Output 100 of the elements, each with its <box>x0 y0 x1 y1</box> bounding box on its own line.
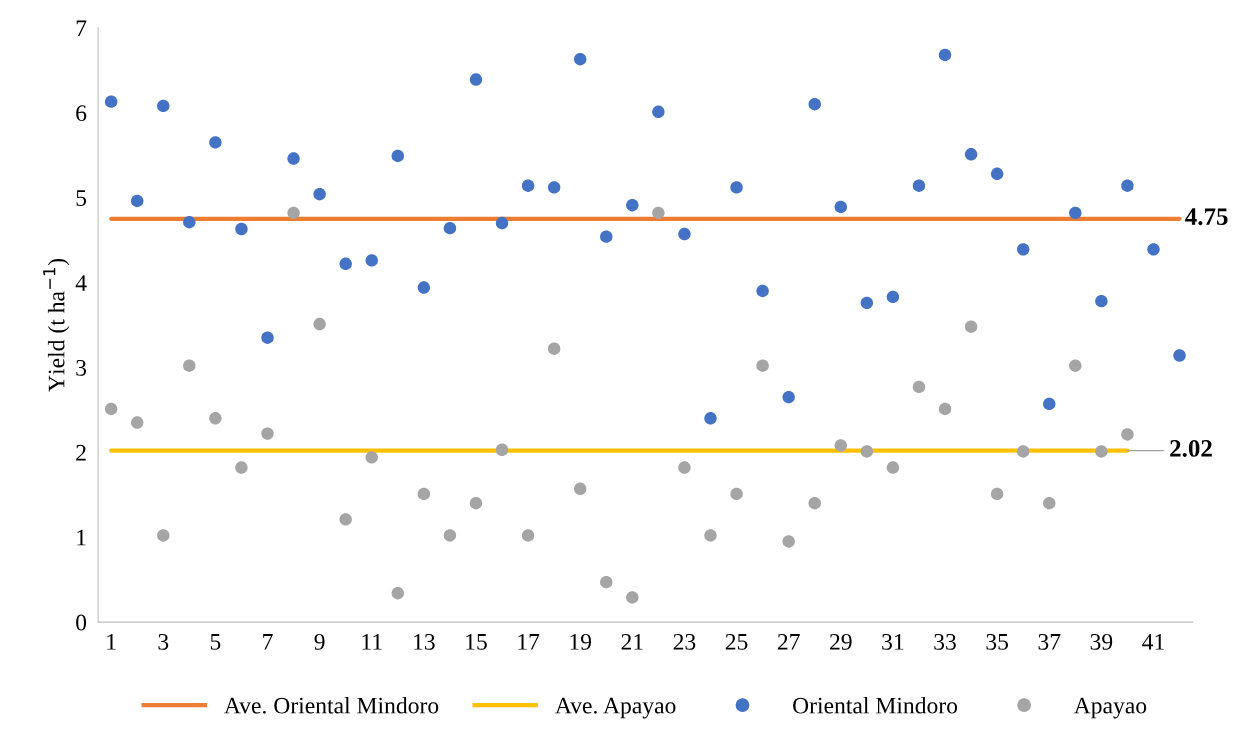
x-tick-label: 21 <box>621 633 643 650</box>
x-tick-label: 41 <box>1142 633 1164 650</box>
point <box>626 591 639 604</box>
point <box>938 48 952 62</box>
x-tick-label: 17 <box>518 633 540 650</box>
point <box>964 148 978 161</box>
x-tick-label: 23 <box>673 633 696 650</box>
point <box>886 290 900 304</box>
x-tick-label: 35 <box>986 633 1009 650</box>
x-tick-label: 29 <box>830 633 852 650</box>
point <box>626 199 639 212</box>
point <box>1147 243 1160 256</box>
x-tick-label: 7 <box>263 634 273 650</box>
point <box>469 497 483 510</box>
point <box>131 194 144 208</box>
x-tick-label: 5 <box>210 634 221 650</box>
point <box>652 206 665 220</box>
point <box>287 152 300 165</box>
legend-label: Oriental Mindoro <box>793 696 958 714</box>
x-tick-label: 9 <box>314 633 325 650</box>
point <box>521 179 535 192</box>
x-tick-label: 31 <box>882 633 904 650</box>
x-tick-label: 37 <box>1038 633 1061 650</box>
x-tick-label: 13 <box>414 633 435 650</box>
point <box>834 200 847 214</box>
point <box>1043 497 1056 510</box>
annotation: 4.75 <box>1185 208 1228 226</box>
x-tick-label: 3 <box>158 633 169 650</box>
annotation: 2.02 <box>1170 439 1212 457</box>
point <box>1069 206 1082 220</box>
point <box>1121 179 1134 192</box>
x-tick-label: 39 <box>1090 633 1113 650</box>
point <box>1095 445 1108 458</box>
point <box>313 187 326 201</box>
point <box>183 215 196 229</box>
point <box>990 167 1004 181</box>
point <box>104 402 118 416</box>
point <box>938 402 952 416</box>
y-tick-label: 7 <box>76 20 87 36</box>
point <box>964 320 978 333</box>
point <box>782 535 795 548</box>
point <box>1121 428 1134 441</box>
y-tick-label: 4 <box>75 275 87 291</box>
point <box>1016 243 1030 256</box>
point <box>157 529 170 542</box>
x-tick-label: 15 <box>466 633 487 650</box>
point <box>131 416 144 429</box>
x-tick-label: 27 <box>777 633 800 650</box>
point <box>1173 349 1186 362</box>
point <box>469 73 483 86</box>
point <box>261 331 274 344</box>
point <box>756 284 769 298</box>
point <box>730 487 743 501</box>
point <box>756 359 769 372</box>
point <box>730 181 743 194</box>
legend-label: Ave. Apayao <box>555 697 676 719</box>
x-tick-label: 25 <box>725 633 748 650</box>
point <box>417 487 431 501</box>
point <box>990 487 1004 501</box>
point <box>808 497 821 510</box>
point <box>104 95 118 108</box>
point <box>1095 294 1108 308</box>
point <box>704 529 717 542</box>
point <box>600 230 613 243</box>
legend-label: Apayao <box>1073 697 1147 719</box>
point <box>521 529 535 542</box>
point <box>443 529 457 542</box>
point <box>652 105 665 119</box>
point <box>860 296 874 310</box>
point <box>287 206 300 220</box>
x-tick-label: 19 <box>570 633 592 650</box>
point <box>365 254 378 267</box>
y-tick-label: 3 <box>76 359 87 376</box>
point <box>808 97 821 111</box>
point <box>183 359 196 372</box>
point <box>495 216 509 230</box>
point <box>313 317 326 331</box>
point <box>678 227 691 241</box>
point <box>912 380 926 394</box>
point <box>365 451 378 464</box>
x-tick-label: 11 <box>362 633 382 650</box>
point <box>209 136 222 149</box>
point <box>574 52 587 66</box>
point <box>339 257 352 271</box>
point <box>600 575 613 589</box>
point <box>391 587 405 600</box>
y-tick-label: 6 <box>76 105 87 122</box>
point <box>886 461 900 474</box>
y-tick-label: 1 <box>77 529 86 546</box>
point <box>209 412 222 425</box>
point <box>1043 397 1056 411</box>
point <box>704 412 717 425</box>
point <box>495 443 509 456</box>
point <box>574 482 587 495</box>
point <box>912 179 926 192</box>
point <box>678 461 691 474</box>
x-tick-label: 1 <box>107 633 116 650</box>
point <box>391 149 405 163</box>
legend-label: Ave. Oriental Mindoro <box>224 696 439 714</box>
point <box>235 222 248 236</box>
